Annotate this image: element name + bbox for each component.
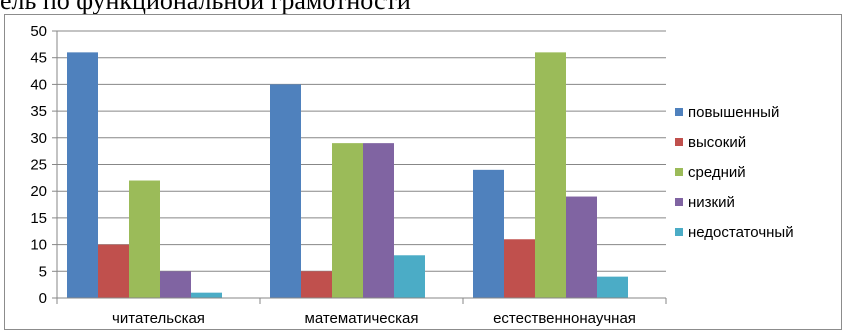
x-tick-label: математическая xyxy=(305,310,419,327)
axes xyxy=(56,31,666,299)
legend-swatch xyxy=(675,198,683,206)
x-axis-ticks: читательская математическая естественнонау… xyxy=(56,298,667,327)
legend-swatch xyxy=(675,108,683,116)
page-heading: ель по функциональной грамотности xyxy=(0,0,411,15)
y-tick-label: 35 xyxy=(30,103,47,120)
legend-label: низкий xyxy=(688,194,735,211)
bar-4-1 xyxy=(160,271,191,298)
legend-swatch xyxy=(675,168,683,176)
chart-frame: 0 5 10 15 20 25 30 35 40 45 50 читательская математ… xyxy=(4,14,842,330)
y-tick-label: 50 xyxy=(30,23,47,40)
y-tick-label: 30 xyxy=(30,130,47,147)
y-tick-label: 10 xyxy=(30,237,47,254)
bar-5-3 xyxy=(597,276,628,298)
bars xyxy=(67,52,628,299)
bar-5-2 xyxy=(394,255,425,298)
bar-3-2 xyxy=(332,143,363,298)
bar-5-1 xyxy=(191,292,222,298)
legend-swatch xyxy=(675,138,683,146)
bar-3-3 xyxy=(535,52,566,298)
x-tick-label: читательская xyxy=(112,310,205,327)
bar-4-2 xyxy=(363,143,394,298)
x-tick-label: естественнонаучная xyxy=(493,310,636,327)
legend-label: высокий xyxy=(688,134,746,151)
bar-chart: 0 5 10 15 20 25 30 35 40 45 50 читательская математ… xyxy=(30,23,794,327)
y-tick-label: 0 xyxy=(39,290,47,307)
y-tick-label: 25 xyxy=(30,157,47,174)
y-tick-label: 45 xyxy=(30,50,47,67)
legend-swatch xyxy=(675,228,683,236)
y-tick-label: 15 xyxy=(30,210,47,227)
y-tick-label: 5 xyxy=(39,263,47,280)
y-axis-ticks: 0 5 10 15 20 25 30 35 40 45 50 xyxy=(30,23,57,307)
legend-label: повышенный xyxy=(688,104,779,121)
bar-2-2 xyxy=(301,271,332,298)
bar-3-1 xyxy=(129,180,160,298)
bar-2-3 xyxy=(504,239,535,298)
bar-1-3 xyxy=(473,169,504,298)
bar-2-1 xyxy=(98,244,129,298)
y-tick-label: 40 xyxy=(30,76,47,93)
y-tick-label: 20 xyxy=(30,183,47,200)
bar-1-1 xyxy=(67,52,98,298)
legend-label: средний xyxy=(688,164,746,181)
bar-1-2 xyxy=(270,84,301,299)
legend-label: недостаточный xyxy=(688,224,794,241)
bar-4-3 xyxy=(566,196,597,298)
legend: повышенный высокий средний низкий недостаточ… xyxy=(675,104,794,241)
